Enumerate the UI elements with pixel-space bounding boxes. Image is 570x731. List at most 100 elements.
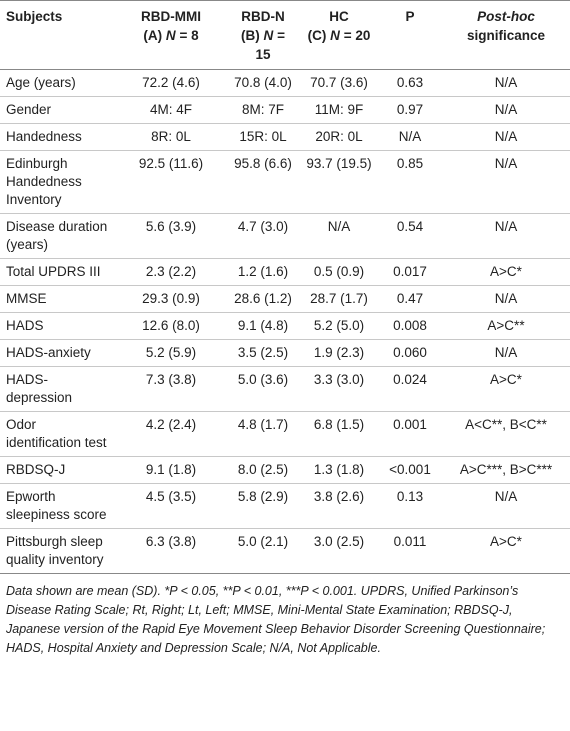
table-cell: 0.47 bbox=[378, 285, 442, 313]
row-label: Total UPDRS III bbox=[0, 258, 116, 286]
table-cell: 2.3 (2.2) bbox=[116, 258, 226, 286]
table-cell: 6.3 (3.8) bbox=[116, 528, 226, 574]
table-cell: 5.6 (3.9) bbox=[116, 213, 226, 259]
table-cell: 1.3 (1.8) bbox=[300, 456, 378, 484]
header-text: Subjects bbox=[6, 9, 63, 24]
row-label: Age (years) bbox=[0, 69, 116, 97]
table-cell: A>C* bbox=[442, 258, 570, 286]
table-cell: 20R: 0L bbox=[300, 123, 378, 151]
header-text: N bbox=[330, 28, 340, 43]
table-cell: 3.5 (2.5) bbox=[226, 339, 300, 367]
header-cell: HC (C) N = 20 bbox=[300, 0, 378, 70]
header-text: = 8 bbox=[179, 28, 199, 43]
table-cell: 0.5 (0.9) bbox=[300, 258, 378, 286]
table-cell: A>C* bbox=[442, 366, 570, 412]
table-cell: 9.1 (4.8) bbox=[226, 312, 300, 340]
table-row: Age (years) 72.2 (4.6) 70.8 (4.0) 70.7 (3.6… bbox=[0, 69, 570, 97]
table-cell: 5.0 (2.1) bbox=[226, 528, 300, 574]
table-cell: 1.2 (1.6) bbox=[226, 258, 300, 286]
table-cell: A>C** bbox=[442, 312, 570, 340]
table-cell: 8R: 0L bbox=[116, 123, 226, 151]
table-cell: A>C***, B>C*** bbox=[442, 456, 570, 484]
row-label: HADS-anxiety bbox=[0, 339, 116, 367]
table-cell: N/A bbox=[442, 69, 570, 97]
header-cell: Post-hoc significance bbox=[442, 0, 570, 70]
table-cell: 72.2 (4.6) bbox=[116, 69, 226, 97]
header-text: N bbox=[263, 28, 274, 43]
header-cell: P bbox=[378, 0, 442, 70]
header-cell: Subjects bbox=[0, 0, 116, 70]
table-cell: 0.001 bbox=[378, 411, 442, 457]
table-cell: N/A bbox=[442, 339, 570, 367]
table-cell: N/A bbox=[442, 123, 570, 151]
table-cell: 0.63 bbox=[378, 69, 442, 97]
table-cell: 0.060 bbox=[378, 339, 442, 367]
table-cell: 0.008 bbox=[378, 312, 442, 340]
table-cell: 3.3 (3.0) bbox=[300, 366, 378, 412]
header-text: (A) bbox=[143, 28, 163, 43]
table-cell: 28.6 (1.2) bbox=[226, 285, 300, 313]
table-cell: 6.8 (1.5) bbox=[300, 411, 378, 457]
table-cell: N/A bbox=[300, 213, 378, 259]
table-cell: 95.8 (6.6) bbox=[226, 150, 300, 214]
header-text: RBD-N bbox=[241, 9, 285, 24]
row-label: Disease duration (years) bbox=[0, 213, 116, 259]
header-text: (B) bbox=[241, 28, 260, 43]
table-cell: 3.8 (2.6) bbox=[300, 483, 378, 529]
row-label: Odor identification test bbox=[0, 411, 116, 457]
header-cell: RBD-MMI (A) N = 8 bbox=[116, 0, 226, 70]
table-cell: 4M: 4F bbox=[116, 96, 226, 124]
table-cell: 3.0 (2.5) bbox=[300, 528, 378, 574]
table-cell: N/A bbox=[378, 123, 442, 151]
data-table: Subjects RBD-MMI (A) N = 8 RBD-N (B) N = 1… bbox=[0, 0, 570, 574]
table-cell: 4.8 (1.7) bbox=[226, 411, 300, 457]
header-text: N bbox=[165, 28, 176, 43]
table-cell: 29.3 (0.9) bbox=[116, 285, 226, 313]
row-label: HADS-depression bbox=[0, 366, 116, 412]
header-text: significance bbox=[466, 28, 546, 43]
row-label: Edinburgh Handedness Inventory bbox=[0, 150, 116, 214]
table-body: Age (years) 72.2 (4.6) 70.8 (4.0) 70.7 (3.6… bbox=[0, 69, 570, 574]
table-cell: 0.85 bbox=[378, 150, 442, 214]
table-cell: 0.13 bbox=[378, 483, 442, 529]
table-cell: 4.5 (3.5) bbox=[116, 483, 226, 529]
header-row: Subjects RBD-MMI (A) N = 8 RBD-N (B) N = 1… bbox=[0, 0, 570, 70]
table-cell: N/A bbox=[442, 96, 570, 124]
table-cell: 5.2 (5.0) bbox=[300, 312, 378, 340]
table-cell: 12.6 (8.0) bbox=[116, 312, 226, 340]
table-row: HADS-depression 7.3 (3.8) 5.0 (3.6) 3.3 (3.… bbox=[0, 366, 570, 412]
table-row: MMSE 29.3 (0.9) 28.6 (1.2) 28.7 (1.7) 0.47 N/… bbox=[0, 285, 570, 313]
table-cell: 0.011 bbox=[378, 528, 442, 574]
table-row: Handedness 8R: 0L 15R: 0L 20R: 0L N/A N/A bbox=[0, 123, 570, 151]
table-row: RBDSQ-J 9.1 (1.8) 8.0 (2.5) 1.3 (1.8) <0.001… bbox=[0, 456, 570, 484]
table-row: Edinburgh Handedness Inventory 92.5 (11.6… bbox=[0, 150, 570, 214]
table-cell: 70.8 (4.0) bbox=[226, 69, 300, 97]
table-cell: 93.7 (19.5) bbox=[300, 150, 378, 214]
table-cell: A<C**, B<C** bbox=[442, 411, 570, 457]
table-cell: N/A bbox=[442, 483, 570, 529]
table-row: Disease duration (years) 5.6 (3.9) 4.7 (3.… bbox=[0, 213, 570, 259]
table-cell: 70.7 (3.6) bbox=[300, 69, 378, 97]
table-cell: <0.001 bbox=[378, 456, 442, 484]
header-text: HC bbox=[329, 9, 349, 24]
header-cell: RBD-N (B) N = 15 bbox=[226, 0, 300, 70]
row-label: Pittsburgh sleep quality inventory bbox=[0, 528, 116, 574]
table-row: Epworth sleepiness score 4.5 (3.5) 5.8 (2.… bbox=[0, 483, 570, 529]
table-row: HADS-anxiety 5.2 (5.9) 3.5 (2.5) 1.9 (2.3) 0… bbox=[0, 339, 570, 367]
row-label: RBDSQ-J bbox=[0, 456, 116, 484]
table-cell: 0.54 bbox=[378, 213, 442, 259]
table-cell: N/A bbox=[442, 285, 570, 313]
table-row: Pittsburgh sleep quality inventory 6.3 (3… bbox=[0, 528, 570, 574]
footnote: Data shown are mean (SD). *P < 0.05, **P… bbox=[6, 584, 546, 655]
header-text: Post-hoc bbox=[477, 9, 535, 24]
row-label: HADS bbox=[0, 312, 116, 340]
table-cell: 5.0 (3.6) bbox=[226, 366, 300, 412]
table-cell: 28.7 (1.7) bbox=[300, 285, 378, 313]
table-row: Total UPDRS III 2.3 (2.2) 1.2 (1.6) 0.5 (0.… bbox=[0, 258, 570, 286]
header-text: = 20 bbox=[343, 28, 371, 43]
header-text: (C) bbox=[307, 28, 327, 43]
table-row: HADS 12.6 (8.0) 9.1 (4.8) 5.2 (5.0) 0.008 A>C… bbox=[0, 312, 570, 340]
table-cell: A>C* bbox=[442, 528, 570, 574]
table-cell: 5.8 (2.9) bbox=[226, 483, 300, 529]
table-cell: 0.97 bbox=[378, 96, 442, 124]
